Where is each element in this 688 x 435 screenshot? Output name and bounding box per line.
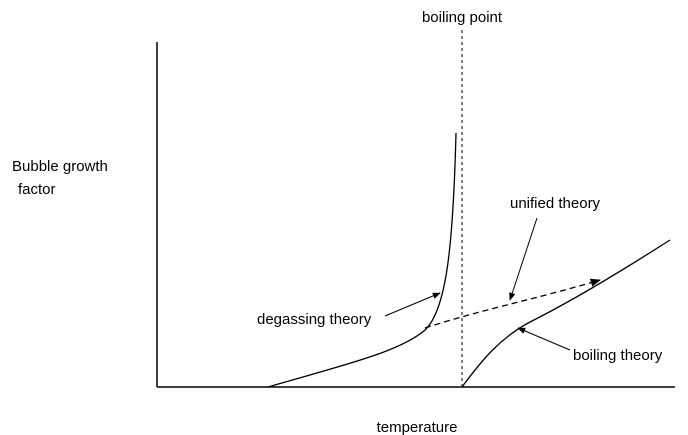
curve-label: degassing theory — [257, 311, 372, 328]
degassing-curve — [267, 132, 457, 388]
arrow — [384, 292, 441, 317]
arrow — [509, 217, 538, 301]
unified-curve — [424, 278, 601, 329]
x-axis-label: temperature — [377, 419, 458, 435]
y-axis-label: Bubble growth — [12, 158, 108, 175]
boiling-curve — [461, 239, 671, 388]
curve-label: unified theory — [510, 195, 601, 212]
boiling-point-label: boiling point — [422, 9, 503, 26]
y-axis-label: factor — [18, 181, 56, 198]
arrow — [517, 327, 571, 351]
curve-label: boiling theory — [573, 347, 663, 364]
